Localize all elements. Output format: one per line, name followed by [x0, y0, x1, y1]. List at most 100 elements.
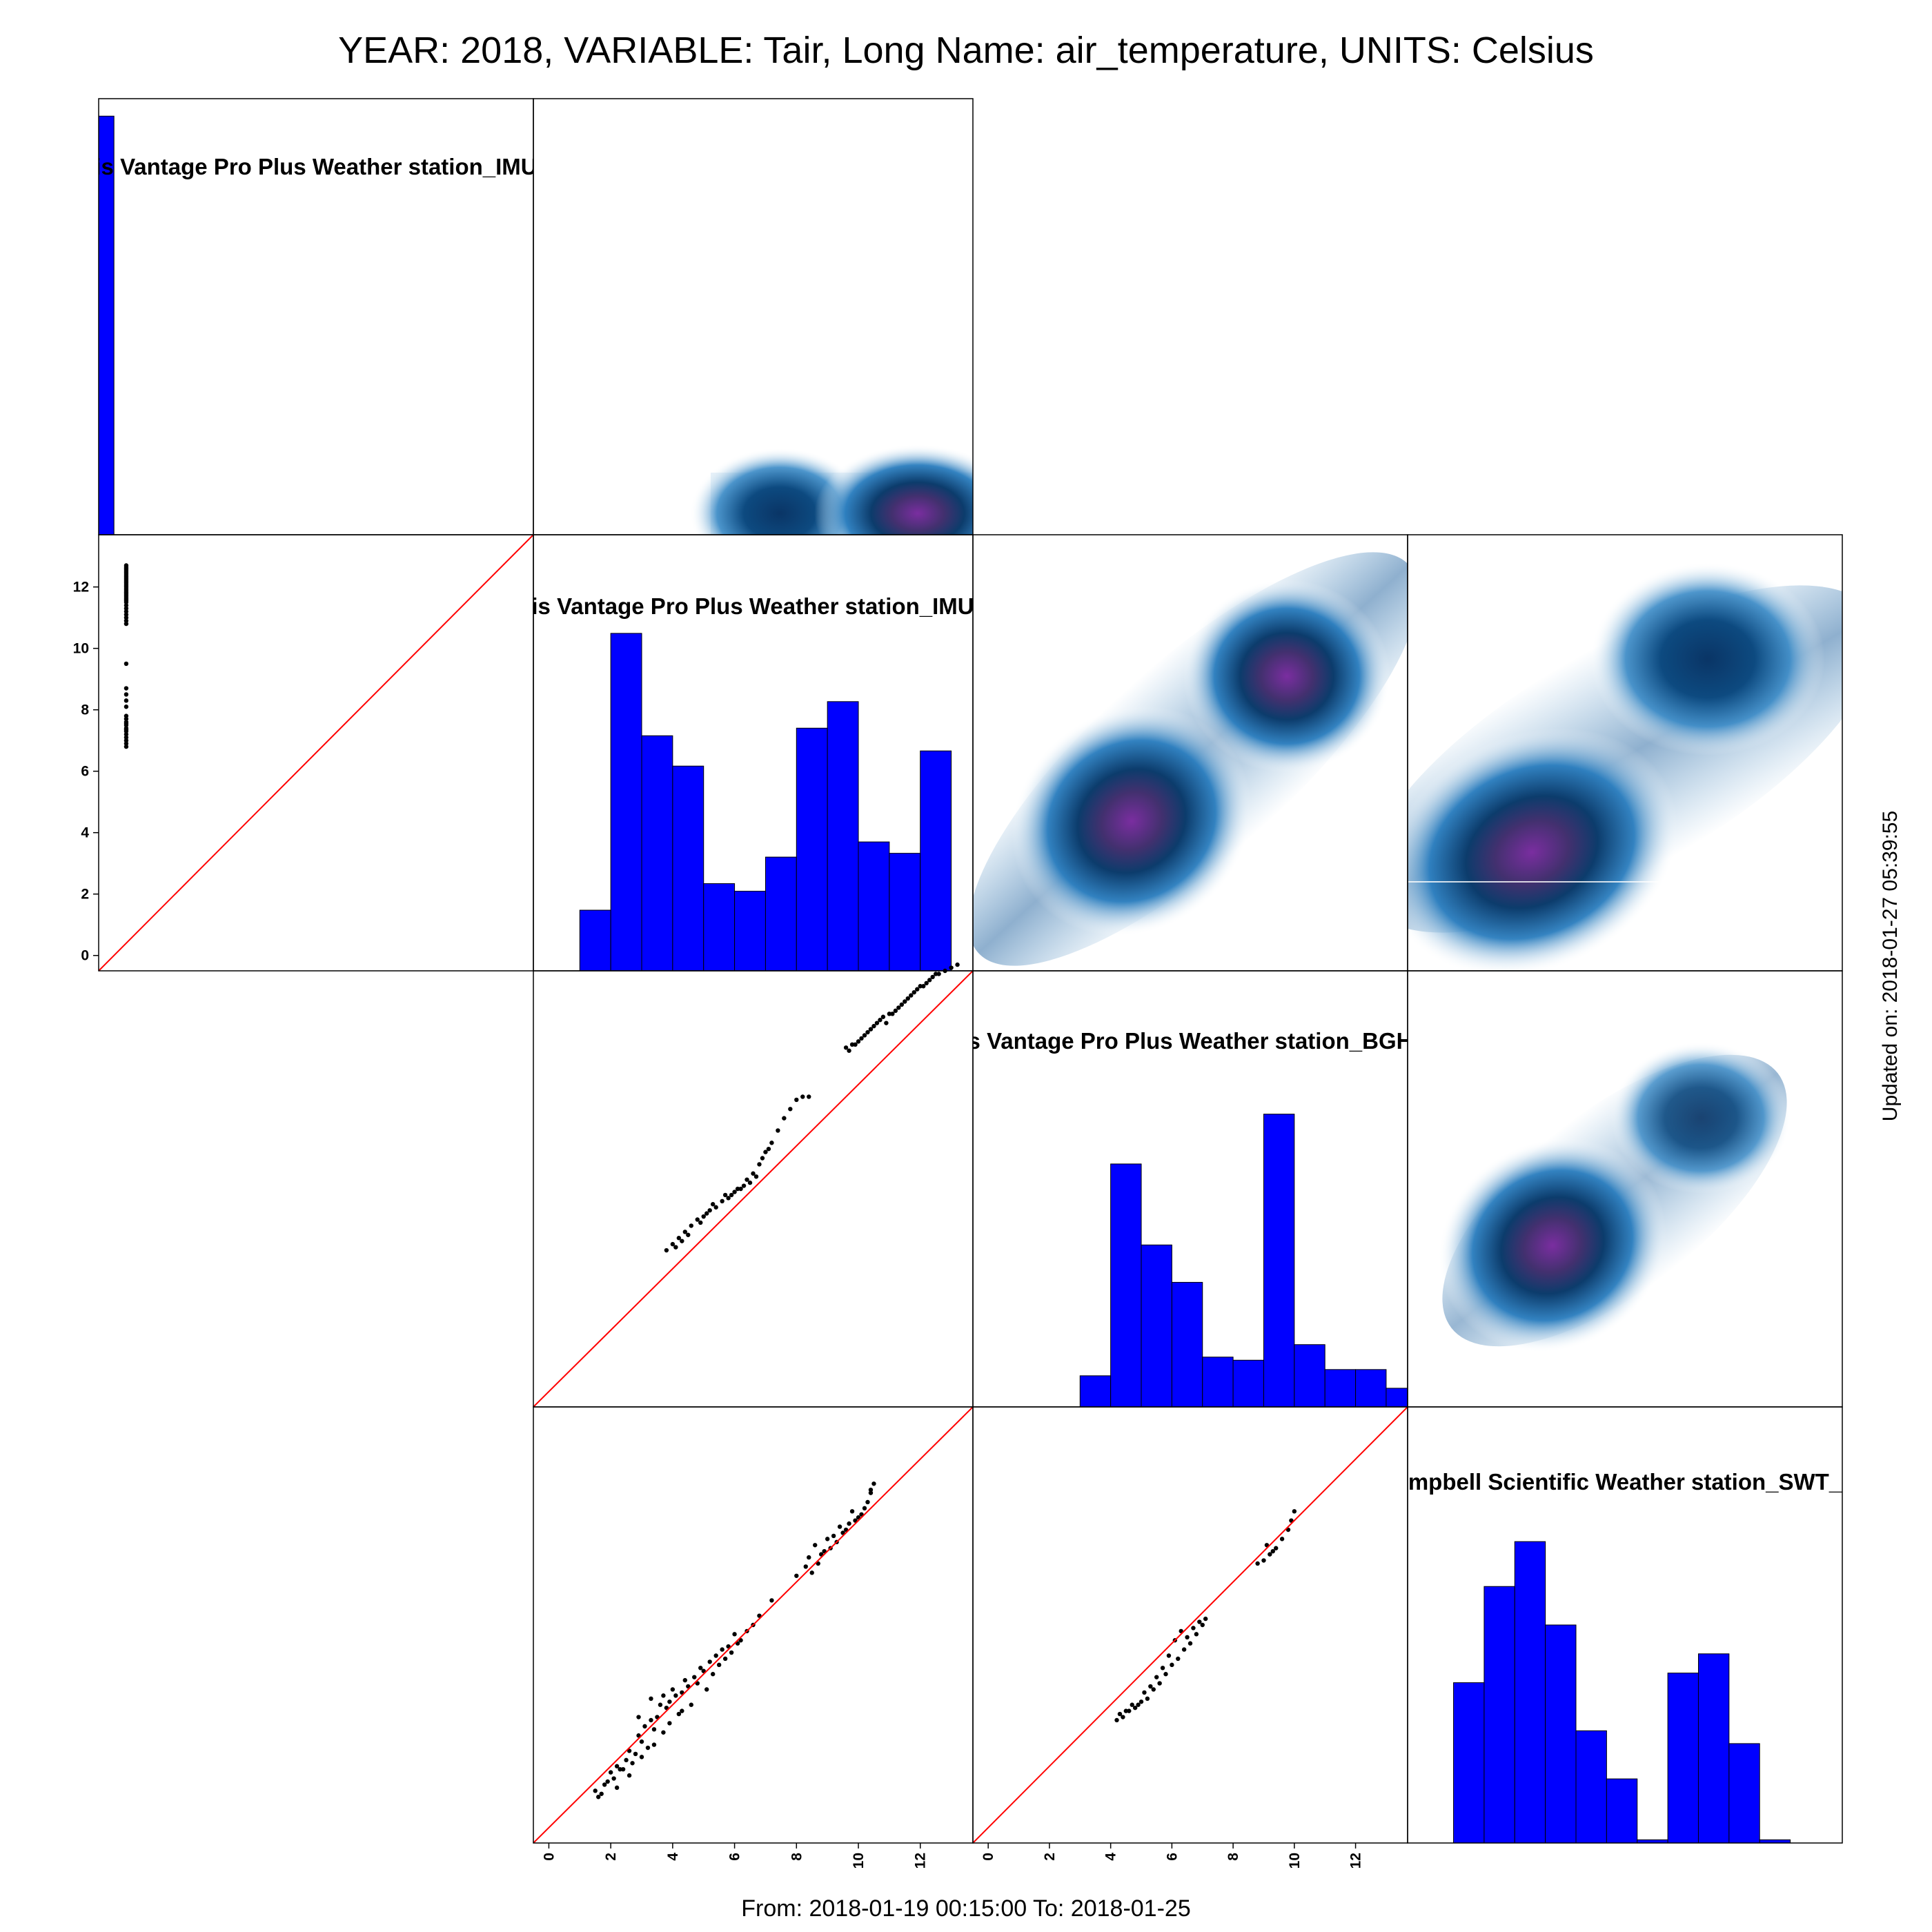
scatter-point: [667, 1699, 672, 1704]
scatter-point: [124, 744, 129, 749]
station-title-1: is Vantage Pro Plus Weather station_IMU: [95, 154, 537, 179]
density-panel-2-3: [973, 552, 1408, 966]
bottom-tick-label: 6: [1164, 1853, 1180, 1861]
density-blob: [1408, 728, 1678, 971]
scatter-point: [124, 621, 129, 627]
scatter-point: [874, 1021, 880, 1025]
scatter-point: [1176, 1656, 1181, 1662]
scatter-point: [1127, 1708, 1132, 1713]
histogram-bar: [1386, 1388, 1408, 1408]
scatter-point: [1279, 1537, 1285, 1541]
scatter-point: [695, 1217, 700, 1222]
scatter-point: [751, 1171, 756, 1176]
histogram-bar: [1545, 1624, 1577, 1844]
scatter-point: [1148, 1684, 1153, 1689]
scatter-point: [936, 972, 941, 976]
scatter-point: [794, 1573, 799, 1578]
axis-ticks: 0 2 4 6 8 10 12 0 2 4 6 8 10 12 0 2 4 6 8 10 12: [73, 580, 1364, 1869]
scatter-point: [670, 1687, 676, 1692]
scatter-point: [1151, 1687, 1156, 1692]
identity-line: [972, 1406, 1408, 1844]
scatter-point: [124, 732, 129, 737]
density-blob: [1590, 562, 1825, 756]
left-tick-label: 6: [81, 764, 89, 780]
scatter-point: [1170, 1662, 1174, 1668]
scatter-point: [1274, 1546, 1279, 1550]
scatter-point: [680, 1239, 684, 1243]
scatter-point: [605, 1779, 610, 1784]
scatter-point: [124, 580, 129, 585]
station-title-3: s Vantage Pro Plus Weather station_BGH: [968, 1028, 1413, 1054]
density-blob: [1183, 580, 1390, 773]
scatter-point: [843, 1045, 849, 1050]
scatter-point: [807, 1555, 811, 1560]
histogram-bar: [703, 883, 736, 972]
histogram-bar: [1355, 1369, 1387, 1408]
scatter-point: [1157, 1681, 1162, 1686]
scatter-point: [729, 1192, 734, 1198]
histogram-bar: [672, 765, 704, 972]
scatter-point: [763, 1150, 768, 1154]
left-tick-label: 10: [73, 641, 89, 657]
scatter-point: [741, 1183, 747, 1188]
scatter-point: [651, 1727, 657, 1732]
scatter-point: [124, 577, 129, 582]
date-range-footer: From: 2018-01-19 00:15:00 To: 2018-01-25: [741, 1895, 1191, 1922]
scatter-point: [769, 1141, 774, 1145]
scatter-point: [769, 1598, 774, 1603]
panel-frames: [98, 98, 1843, 1844]
scatter-layer: [124, 563, 1297, 1800]
scatter-point: [124, 721, 129, 726]
scatter-point: [930, 974, 935, 980]
scatter-point: [124, 692, 129, 697]
scatter-point: [620, 1766, 626, 1772]
scatter-point: [124, 698, 129, 703]
scatter-point: [676, 1711, 682, 1717]
scatter-point: [887, 1012, 892, 1016]
bottom-tick-label: 12: [1348, 1853, 1364, 1869]
scatter-point: [673, 1245, 678, 1250]
scatter-point: [602, 1782, 607, 1787]
scatter-point: [1268, 1552, 1272, 1557]
histogram-bar: [1079, 1375, 1112, 1408]
scatter-point: [1255, 1561, 1260, 1566]
scatter-point: [825, 1537, 830, 1541]
scatter-point: [636, 1715, 641, 1719]
scatter-point: [124, 595, 129, 600]
histogram-bar: [1202, 1357, 1234, 1408]
scatter-point: [704, 1211, 709, 1216]
scatter-point: [862, 1506, 867, 1511]
scatter-point: [667, 1721, 672, 1726]
histogram-bar: [920, 750, 952, 972]
scatter-point: [909, 993, 914, 998]
updated-timestamp: Updated on: 2018-01-27 05:39:55: [1879, 810, 1902, 1122]
chart-title: YEAR: 2018, VARIABLE: Tair, Long Name: a…: [338, 30, 1594, 71]
bottom-tick-label: 4: [1103, 1853, 1119, 1861]
scatter-point: [847, 1048, 851, 1053]
scatter-point: [124, 606, 129, 611]
left-tick-label: 0: [81, 948, 89, 964]
histogram-bar: [858, 841, 890, 972]
bottom-tick-label: 8: [1225, 1853, 1241, 1861]
left-tick-label: 12: [73, 580, 89, 595]
scatter-point: [124, 704, 129, 709]
scatter-point: [788, 1107, 793, 1112]
density-panel-2-4: [1408, 562, 1842, 971]
scatter-point: [868, 1027, 874, 1032]
scatter-point: [633, 1751, 638, 1757]
scatter-point: [1145, 1696, 1150, 1702]
scatter-point: [124, 612, 129, 617]
scatter-point: [686, 1232, 691, 1237]
scatter-point: [794, 1097, 799, 1103]
scatter-point: [921, 984, 926, 989]
histogram-bar: [1324, 1369, 1357, 1408]
scatter-point: [707, 1208, 712, 1213]
scatter-point: [720, 1647, 724, 1652]
scatter-point: [1121, 1715, 1125, 1719]
scatter-point: [1203, 1616, 1208, 1621]
scatter-point: [124, 573, 129, 579]
scatter-point: [871, 1023, 876, 1029]
histogram-bar: [610, 633, 642, 972]
scatter-point: [722, 1656, 728, 1662]
scatter-point: [868, 1490, 874, 1495]
